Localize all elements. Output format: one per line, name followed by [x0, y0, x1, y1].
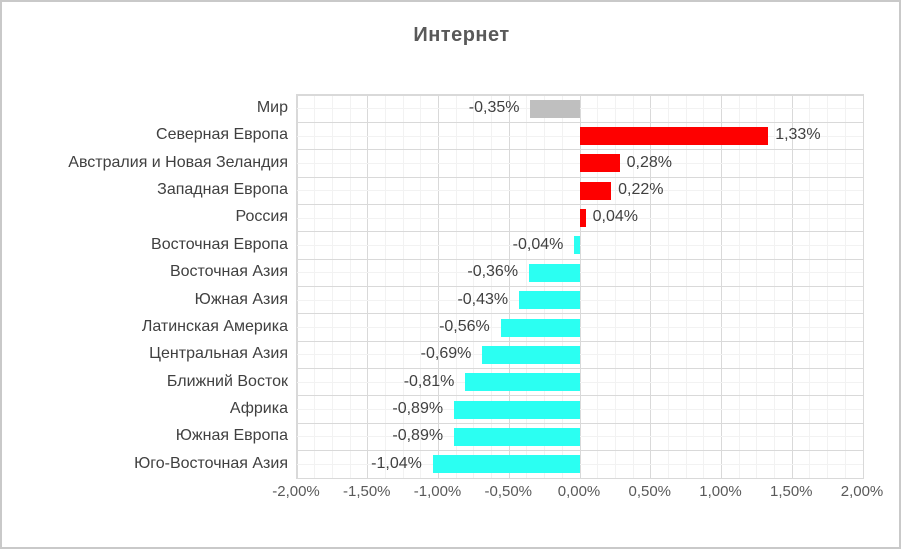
minor-horizontal-gridline [297, 381, 863, 383]
x-axis-tick-label: 0,00% [557, 483, 601, 500]
value-label: 1,33% [775, 126, 821, 144]
bar-10 [482, 345, 580, 364]
bar-11 [465, 373, 580, 392]
chart-title: Интернет [413, 24, 510, 46]
category-label: Россия [235, 208, 288, 226]
minor-horizontal-gridline [297, 108, 863, 110]
x-axis-tick-label: 1,50% [769, 483, 813, 500]
category-label: Латинская Америка [141, 317, 288, 335]
bar-12 [454, 400, 580, 419]
major-horizontal-gridline [297, 176, 863, 178]
bar-4 [580, 181, 612, 200]
value-label: -0,04% [512, 235, 564, 253]
value-label: 0,28% [626, 153, 672, 171]
value-label: -0,89% [392, 427, 444, 445]
major-horizontal-gridline [297, 340, 863, 342]
major-horizontal-gridline [297, 422, 863, 424]
major-horizontal-gridline [297, 313, 863, 315]
value-label: -0,81% [403, 372, 455, 390]
minor-horizontal-gridline [297, 436, 863, 438]
value-label: -0,56% [439, 317, 490, 335]
major-horizontal-gridline [297, 94, 863, 96]
major-horizontal-gridline [297, 121, 863, 123]
category-label: Австралия и Новая Зеландия [68, 153, 288, 171]
minor-horizontal-gridline [297, 409, 863, 411]
value-label: -0,36% [467, 263, 519, 281]
x-axis-tick-label: 0,50% [628, 483, 672, 500]
bar-7 [529, 263, 580, 282]
major-horizontal-gridline [297, 149, 863, 151]
x-axis-tick-label: -0,50% [484, 483, 533, 500]
bar-8 [519, 291, 580, 310]
category-label: Южная Азия [194, 290, 288, 308]
major-horizontal-gridline [297, 368, 863, 370]
x-axis-tick-label: 1,00% [699, 483, 742, 500]
major-horizontal-gridline [297, 286, 863, 287]
x-axis-tick-label: -2,00% [272, 483, 320, 500]
bar-2 [580, 127, 769, 146]
category-label: Юго-Восточная Азия [134, 454, 288, 472]
major-horizontal-gridline [297, 258, 863, 260]
value-label: -0,69% [420, 345, 472, 363]
category-label: Ближний Восток [166, 372, 288, 390]
bar-5 [580, 209, 586, 228]
x-axis-tick-label: -1,00% [413, 483, 462, 500]
value-label: -1,04% [371, 454, 422, 472]
minor-horizontal-gridline [297, 327, 863, 329]
minor-horizontal-gridline [297, 244, 863, 246]
major-horizontal-gridline [297, 395, 863, 397]
category-label: Южная Европа [175, 427, 288, 445]
minor-horizontal-gridline [297, 299, 863, 301]
major-horizontal-gridline [297, 231, 863, 233]
bar-6 [574, 236, 580, 255]
bar-9 [500, 318, 580, 337]
x-axis-tick-label: -1,50% [342, 483, 391, 500]
major-horizontal-gridline [297, 477, 863, 479]
plot-area [296, 94, 864, 479]
value-label: -0,89% [392, 399, 444, 417]
bar-3 [580, 154, 620, 173]
category-label: Северная Европа [156, 126, 288, 144]
bar-14 [432, 455, 580, 474]
minor-horizontal-gridline [297, 354, 863, 356]
minor-horizontal-gridline [297, 463, 863, 465]
category-label: Центральная Азия [149, 345, 288, 363]
category-label: Мир [256, 99, 288, 116]
bar-1 [530, 99, 580, 118]
major-horizontal-gridline [297, 203, 863, 205]
major-vertical-gridline [862, 95, 864, 478]
category-label: Восточная Азия [169, 263, 288, 281]
value-label: 0,04% [592, 208, 639, 226]
bar-13 [454, 427, 580, 446]
category-label: Западная Европа [157, 181, 288, 199]
minor-horizontal-gridline [297, 272, 863, 274]
value-label: -0,35% [468, 99, 520, 116]
value-label: 0,22% [618, 181, 664, 199]
category-label: Африка [229, 399, 288, 417]
category-label: Восточная Европа [151, 235, 288, 253]
x-axis-tick-label: 2,00% [840, 483, 884, 500]
value-label: -0,43% [457, 290, 509, 308]
major-horizontal-gridline [297, 450, 863, 452]
